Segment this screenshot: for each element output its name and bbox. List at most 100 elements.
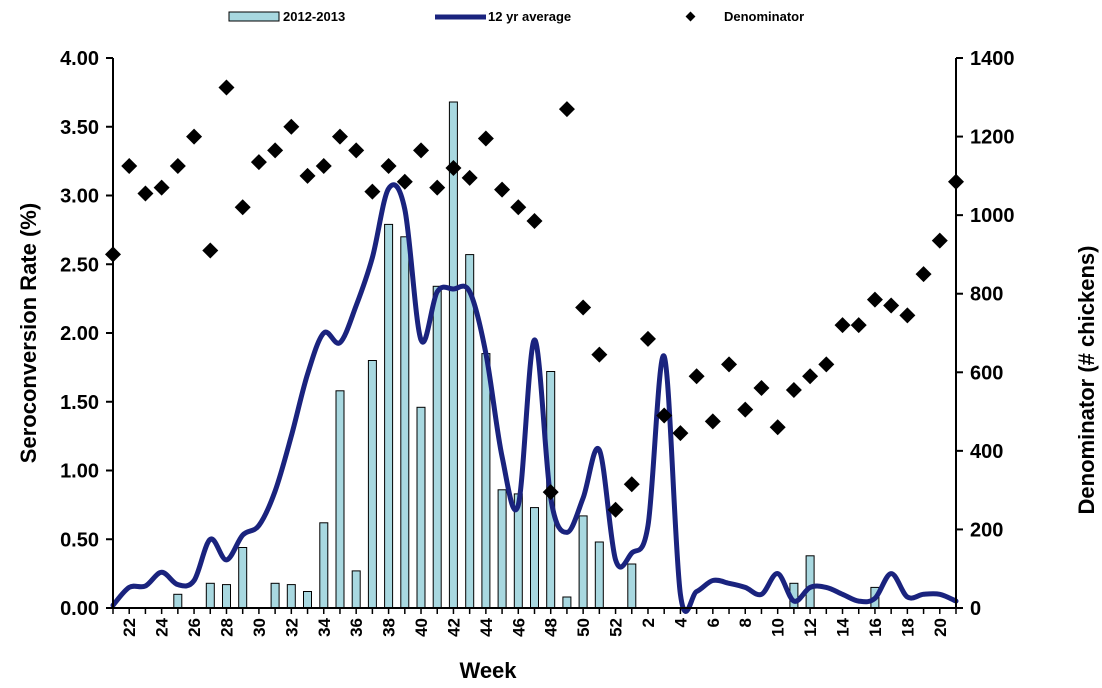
bar-week-41-20 (432, 285, 442, 609)
denominator-point-36 (688, 368, 705, 385)
legend-label-marker: Denominator (724, 9, 804, 24)
bar-week-1-32 (627, 563, 637, 609)
right-tick-label: 600 (970, 362, 1003, 384)
bar-week-39-18 (400, 236, 410, 609)
denominator-point-1 (121, 158, 138, 175)
right-tick-label: 800 (970, 284, 1003, 306)
line-12yr-average (110, 182, 959, 614)
denominator-point-44 (818, 356, 835, 373)
x-tick-label: 8 (736, 618, 755, 627)
x-tick-label: 26 (185, 618, 204, 637)
x-tick-label: 52 (607, 618, 626, 637)
denominator-point-21 (445, 160, 462, 176)
legend-swatch-marker (685, 11, 696, 22)
bar-week-42-21 (448, 101, 458, 609)
denominator-point-20 (429, 179, 446, 196)
denominator-point-12 (299, 167, 316, 184)
denominator-point-18 (396, 173, 413, 190)
x-tick-label: 30 (250, 618, 269, 637)
denominator-point-15 (348, 142, 365, 159)
left-tick-label: 2.50 (60, 254, 99, 276)
bar-week-33-12 (303, 591, 312, 609)
bar-week-32-11 (286, 584, 296, 609)
bar-week-31-10 (270, 582, 280, 609)
x-tick-label: 16 (866, 618, 885, 637)
x-tick-label: 20 (931, 618, 950, 637)
denominator-point-33 (639, 330, 656, 347)
denominator-point-45 (834, 317, 851, 334)
line-layer (110, 182, 959, 614)
markers-layer (105, 79, 964, 518)
denominator-point-28 (558, 101, 575, 118)
x-tick-label: 6 (704, 618, 723, 627)
denominator-point-3 (153, 179, 170, 196)
denominator-point-35 (672, 425, 689, 442)
y-axis-left-title: Seroconversion Rate (%) (16, 203, 41, 463)
x-tick-label: 48 (542, 618, 561, 637)
denominator-point-6 (202, 242, 219, 259)
right-ticks: 0 200 400 600 800 1000 1200 1400 (956, 48, 1015, 620)
denominator-point-8 (234, 199, 251, 216)
denominator-point-7 (218, 79, 235, 96)
left-tick-label: 1.00 (60, 461, 99, 483)
right-tick-label: 200 (970, 519, 1003, 541)
right-tick-label: 1000 (970, 205, 1015, 227)
bar-week-27-6 (205, 582, 215, 609)
denominator-point-29 (575, 299, 592, 316)
denominator-point-41 (769, 419, 786, 436)
legend: 2012-2013 12 yr average Denominator (228, 9, 804, 24)
bar-week-38-17 (384, 223, 394, 609)
x-tick-label: 28 (218, 618, 237, 637)
x-ticks: 22 24 26 28 30 32 34 36 38 40 42 44 46 48 50 52 2 4 6 8 10 12… (112, 608, 957, 637)
bar-week-36-15 (351, 570, 361, 609)
denominator-point-9 (250, 154, 267, 171)
denominator-point-25 (510, 199, 527, 216)
denominator-point-38 (721, 356, 738, 373)
x-tick-label: 40 (412, 618, 431, 637)
x-tick-label: 42 (444, 618, 463, 637)
denominator-point-46 (850, 317, 867, 334)
right-tick-label: 400 (970, 441, 1003, 463)
denominator-point-47 (866, 291, 883, 308)
right-tick-label: 0 (970, 598, 981, 620)
right-tick-label: 1400 (970, 48, 1015, 70)
y-axis-right-title: Denominator (# chickens) (1074, 246, 1099, 515)
x-tick-label: 32 (282, 618, 301, 637)
x-tick-label: 4 (671, 617, 690, 627)
denominator-point-10 (267, 142, 284, 159)
denominator-point-49 (899, 307, 916, 324)
right-tick-label: 1200 (970, 127, 1015, 149)
left-tick-label: 0.00 (60, 598, 99, 620)
x-tick-label: 12 (801, 618, 820, 637)
x-tick-label: 14 (834, 617, 853, 636)
bar-week-44-23 (481, 353, 491, 609)
denominator-point-24 (494, 181, 511, 198)
legend-label-line: 12 yr average (488, 9, 571, 24)
bar-week-25-4 (173, 593, 183, 609)
denominator-point-37 (704, 413, 721, 430)
denominator-point-4 (169, 158, 186, 175)
denominator-point-43 (802, 368, 819, 385)
denominator-point-19 (413, 142, 430, 159)
denominator-point-13 (315, 158, 332, 175)
left-tick-label: 0.50 (60, 529, 99, 551)
denominator-point-51 (931, 232, 948, 249)
denominator-point-17 (380, 158, 397, 175)
x-tick-label: 10 (769, 618, 788, 637)
x-axis-title: Week (459, 658, 517, 683)
x-tick-label: 50 (574, 618, 593, 637)
bar-week-34-13 (319, 522, 329, 609)
x-tick-label: 36 (347, 618, 366, 637)
denominator-point-26 (526, 213, 543, 230)
denominator-point-39 (737, 401, 754, 418)
left-ticks: 0.00 0.50 1.00 1.50 2.00 2.50 3.00 3.50 4.00 (60, 48, 113, 620)
bar-week-45-24 (497, 489, 507, 609)
denominator-point-5 (186, 128, 203, 145)
left-tick-label: 2.00 (60, 323, 99, 345)
bar-week-12-43 (805, 555, 815, 609)
bar-week-40-19 (416, 406, 426, 609)
denominator-point-40 (753, 380, 770, 396)
x-tick-label: 22 (120, 618, 139, 637)
denominator-point-27 (542, 484, 559, 501)
